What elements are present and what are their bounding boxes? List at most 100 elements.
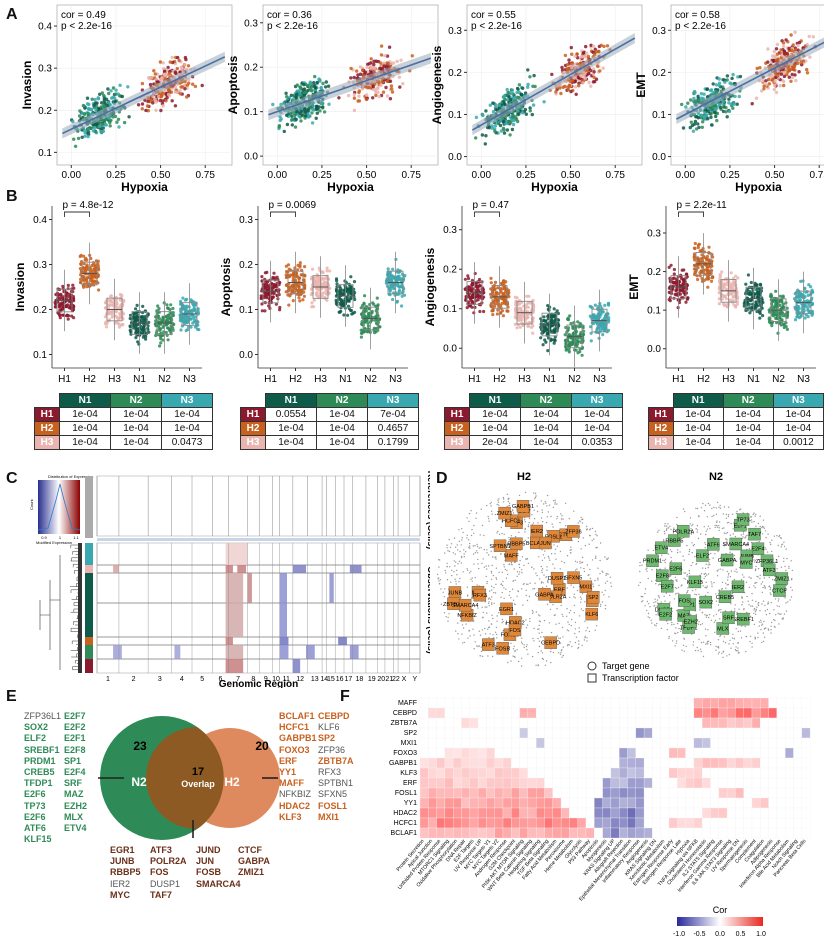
data-point bbox=[187, 81, 191, 85]
data-point bbox=[364, 318, 369, 323]
data-point bbox=[364, 315, 368, 319]
data-point bbox=[158, 328, 162, 332]
data-point bbox=[303, 107, 307, 112]
data-point bbox=[702, 92, 706, 96]
data-point bbox=[588, 304, 592, 308]
data-point bbox=[386, 267, 390, 271]
data-point bbox=[552, 313, 556, 317]
data-point bbox=[189, 325, 193, 329]
data-point bbox=[769, 292, 773, 296]
data-point bbox=[318, 109, 322, 113]
data-point bbox=[495, 312, 499, 316]
data-point bbox=[390, 90, 395, 94]
data-point bbox=[567, 58, 571, 62]
data-point bbox=[515, 326, 519, 330]
data-point bbox=[377, 325, 381, 329]
x-tick-label: H3 bbox=[314, 374, 327, 385]
data-point bbox=[776, 73, 780, 78]
data-point bbox=[83, 134, 87, 138]
data-point bbox=[83, 258, 87, 262]
data-point bbox=[552, 341, 556, 345]
data-point bbox=[563, 333, 567, 337]
data-point bbox=[686, 296, 690, 301]
data-point bbox=[109, 294, 113, 298]
data-point bbox=[141, 304, 145, 308]
data-point bbox=[694, 100, 698, 104]
data-point bbox=[781, 41, 786, 45]
data-point bbox=[379, 53, 384, 57]
data-point bbox=[81, 103, 86, 108]
data-point bbox=[598, 310, 602, 314]
data-point bbox=[781, 305, 785, 309]
data-point bbox=[117, 322, 121, 326]
data-point bbox=[672, 272, 676, 276]
data-point bbox=[353, 291, 357, 295]
data-point bbox=[375, 296, 379, 300]
y-tick-label: 0.2 bbox=[33, 305, 47, 316]
data-point bbox=[704, 114, 708, 119]
data-point bbox=[135, 333, 139, 337]
data-point bbox=[334, 302, 338, 306]
data-point bbox=[361, 68, 365, 72]
data-point bbox=[321, 81, 325, 86]
data-point bbox=[767, 320, 772, 324]
panel-label-e: E bbox=[6, 688, 17, 705]
data-point bbox=[318, 79, 322, 83]
regression-line bbox=[471, 37, 636, 131]
x-tick-label: 0.00 bbox=[268, 170, 288, 181]
data-point bbox=[523, 91, 528, 95]
data-point bbox=[484, 109, 488, 113]
x-tick-label: H3 bbox=[518, 374, 531, 385]
data-point bbox=[389, 84, 394, 88]
data-point bbox=[525, 294, 529, 298]
data-point bbox=[517, 83, 522, 87]
data-point bbox=[148, 82, 153, 87]
data-point bbox=[398, 85, 402, 89]
data-point bbox=[399, 58, 403, 62]
data-point bbox=[297, 114, 301, 118]
data-point bbox=[516, 109, 520, 113]
data-point bbox=[583, 76, 588, 81]
data-point bbox=[170, 55, 174, 60]
data-point bbox=[83, 112, 87, 116]
data-point bbox=[54, 305, 58, 309]
data-point bbox=[94, 279, 99, 283]
data-point bbox=[784, 321, 788, 325]
data-point bbox=[373, 327, 377, 331]
data-point bbox=[309, 277, 314, 281]
data-point bbox=[357, 90, 361, 95]
x-tick-label: N3 bbox=[183, 374, 196, 385]
data-point bbox=[778, 294, 783, 298]
data-point bbox=[85, 285, 89, 289]
data-point bbox=[147, 330, 151, 334]
data-point bbox=[363, 294, 367, 298]
data-point bbox=[161, 61, 165, 65]
comparison-p-value: p = 0.0069 bbox=[269, 200, 317, 211]
p-value-label: p < 2.2e-16 bbox=[675, 21, 726, 32]
data-point bbox=[718, 102, 722, 107]
data-point bbox=[721, 302, 726, 306]
data-point bbox=[298, 261, 302, 265]
data-point bbox=[509, 97, 513, 102]
data-point bbox=[71, 283, 75, 287]
data-point bbox=[363, 70, 367, 74]
data-point bbox=[778, 84, 782, 88]
data-point bbox=[89, 256, 93, 261]
data-point bbox=[140, 81, 145, 86]
data-point bbox=[545, 327, 549, 332]
data-point bbox=[76, 136, 81, 141]
data-point bbox=[734, 304, 738, 308]
data-point bbox=[158, 60, 163, 64]
data-point bbox=[476, 298, 480, 302]
data-point bbox=[758, 311, 762, 315]
data-point bbox=[136, 103, 141, 107]
data-point bbox=[301, 88, 306, 92]
data-point bbox=[285, 122, 290, 127]
data-point bbox=[469, 286, 473, 290]
data-point bbox=[787, 75, 791, 79]
data-point bbox=[58, 316, 62, 320]
data-point bbox=[146, 99, 150, 103]
data-point bbox=[310, 305, 314, 309]
data-point bbox=[566, 88, 571, 92]
